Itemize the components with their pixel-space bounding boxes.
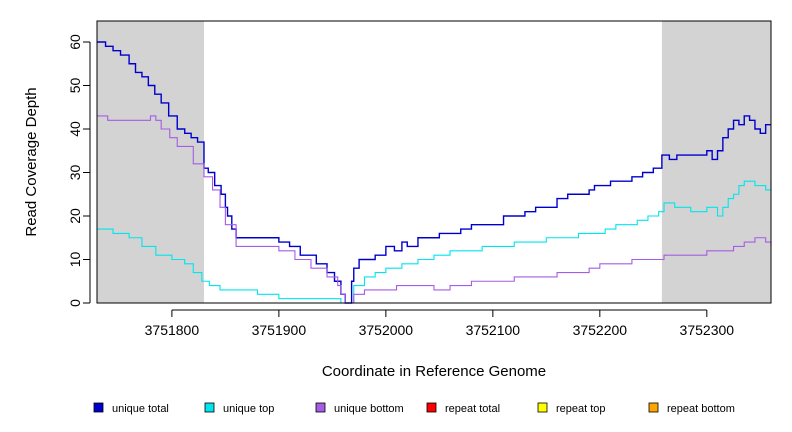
legend-label-unique-bottom: unique bottom <box>334 403 404 415</box>
legend: unique total unique top unique bottom repea… <box>93 402 735 415</box>
shaded-region-2 <box>661 21 771 303</box>
plot-frame <box>96 20 772 304</box>
legend-swatch-repeat-top <box>537 402 548 413</box>
x-tick-label-4: 3752200 <box>573 322 628 338</box>
y-tick-label-5: 50 <box>67 78 83 94</box>
shaded-region-1 <box>97 21 204 303</box>
series-line-unique-top <box>97 180 772 304</box>
x-tick-label-1: 3751900 <box>252 322 307 338</box>
x-tick-label-0: 3751800 <box>145 322 200 338</box>
y-tick-label-2: 20 <box>67 208 83 224</box>
x-tick-label-2: 3752000 <box>359 322 414 338</box>
y-tick-label-3: 30 <box>67 165 83 181</box>
legend-swatch-repeat-total <box>426 402 437 413</box>
series-line-unique-total <box>97 41 771 304</box>
series-line-unique-bottom <box>97 115 772 304</box>
legend-swatch-unique-total <box>93 402 104 413</box>
y-tick-label-1: 10 <box>67 252 83 268</box>
y-axis-title: Read Coverage Depth <box>23 87 40 236</box>
y-tick-label-6: 60 <box>67 34 83 50</box>
legend-label-repeat-top: repeat top <box>556 403 606 415</box>
legend-swatch-unique-top <box>204 402 215 413</box>
axes: 3751800 3751900 3752000 3752100 3752200 37523… <box>67 34 734 338</box>
legend-label-unique-top: unique top <box>223 403 274 415</box>
x-tick-label-3: 3752100 <box>466 322 521 338</box>
legend-label-unique-total: unique total <box>112 403 169 415</box>
legend-swatch-unique-bottom <box>315 402 326 413</box>
y-tick-label-0: 0 <box>67 299 83 307</box>
y-tick-label-4: 40 <box>67 121 83 137</box>
legend-swatch-repeat-bottom <box>648 402 659 413</box>
x-tick-label-5: 3752300 <box>680 322 735 338</box>
x-axis-title: Coordinate in Reference Genome <box>322 363 546 380</box>
legend-label-repeat-bottom: repeat bottom <box>667 403 735 415</box>
shaded-regions <box>97 21 771 303</box>
legend-label-repeat-total: repeat total <box>445 403 500 415</box>
